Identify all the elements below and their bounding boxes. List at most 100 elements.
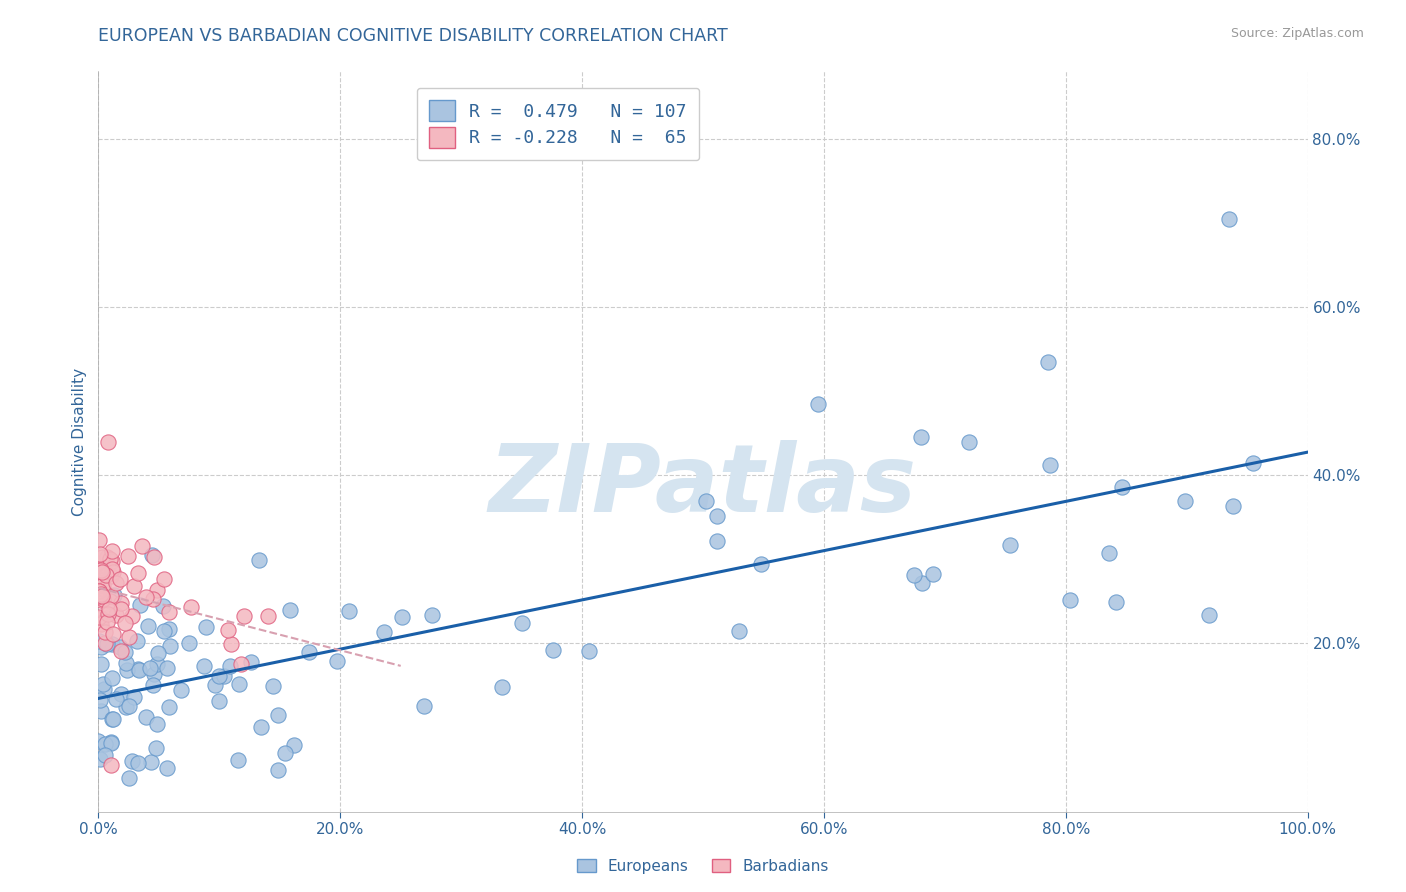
Point bbox=[87, 533, 110, 548]
Point bbox=[298, 645, 321, 659]
Point bbox=[110, 596, 132, 610]
Point bbox=[101, 712, 124, 726]
Point bbox=[87, 609, 110, 624]
Point bbox=[233, 609, 256, 624]
Point bbox=[998, 538, 1021, 552]
Point bbox=[180, 600, 202, 615]
Point bbox=[420, 607, 443, 622]
Point bbox=[121, 608, 143, 623]
Point bbox=[96, 550, 118, 565]
Point bbox=[510, 615, 533, 630]
Point bbox=[142, 592, 165, 607]
Point bbox=[177, 636, 200, 650]
Point bbox=[91, 578, 114, 592]
Point bbox=[93, 681, 115, 696]
Point bbox=[127, 634, 149, 648]
Point bbox=[136, 619, 159, 633]
Point bbox=[195, 620, 218, 634]
Point bbox=[249, 552, 271, 566]
Point bbox=[105, 608, 128, 623]
Point bbox=[218, 658, 240, 673]
Point bbox=[87, 564, 110, 578]
Point bbox=[1111, 480, 1133, 494]
Point bbox=[90, 611, 112, 625]
Point bbox=[118, 631, 141, 645]
Text: ZIPatlas: ZIPatlas bbox=[489, 440, 917, 532]
Point bbox=[121, 755, 143, 769]
Point bbox=[326, 654, 349, 668]
Point bbox=[208, 668, 231, 682]
Point bbox=[135, 590, 157, 604]
Point bbox=[157, 605, 180, 619]
Point bbox=[262, 680, 284, 694]
Point bbox=[706, 534, 728, 549]
Point bbox=[413, 699, 436, 714]
Point bbox=[228, 677, 250, 691]
Point bbox=[118, 698, 141, 713]
Point bbox=[256, 608, 278, 623]
Point bbox=[127, 756, 149, 770]
Point bbox=[911, 576, 934, 591]
Point bbox=[101, 562, 124, 576]
Point bbox=[101, 672, 124, 686]
Point bbox=[957, 434, 980, 449]
Legend: Europeans, Barbadians: Europeans, Barbadians bbox=[571, 853, 835, 880]
Point bbox=[94, 737, 117, 751]
Point bbox=[128, 663, 150, 677]
Point bbox=[87, 584, 110, 599]
Point bbox=[578, 644, 600, 658]
Point bbox=[135, 710, 157, 724]
Point bbox=[217, 623, 239, 637]
Point bbox=[249, 720, 271, 734]
Point bbox=[98, 552, 121, 566]
Point bbox=[706, 508, 728, 523]
Point bbox=[142, 550, 165, 565]
Point bbox=[110, 602, 132, 616]
Point bbox=[89, 693, 111, 707]
Point bbox=[89, 584, 111, 599]
Text: EUROPEAN VS BARBADIAN COGNITIVE DISABILITY CORRELATION CHART: EUROPEAN VS BARBADIAN COGNITIVE DISABILI… bbox=[98, 27, 728, 45]
Point bbox=[274, 747, 297, 761]
Point bbox=[90, 640, 112, 655]
Point bbox=[110, 687, 132, 701]
Point bbox=[141, 548, 163, 562]
Point bbox=[90, 587, 112, 601]
Point bbox=[100, 569, 122, 583]
Point bbox=[541, 642, 564, 657]
Text: Source: ZipAtlas.com: Source: ZipAtlas.com bbox=[1230, 27, 1364, 40]
Point bbox=[94, 636, 117, 650]
Point bbox=[156, 761, 179, 775]
Point bbox=[145, 741, 167, 756]
Point bbox=[903, 568, 925, 582]
Point bbox=[100, 736, 122, 750]
Point bbox=[110, 644, 132, 658]
Point bbox=[117, 549, 139, 563]
Point bbox=[108, 640, 131, 655]
Point bbox=[94, 747, 117, 762]
Point bbox=[131, 540, 153, 554]
Point bbox=[91, 589, 114, 603]
Point bbox=[146, 657, 169, 671]
Point bbox=[922, 566, 945, 581]
Point bbox=[491, 680, 513, 694]
Point bbox=[214, 669, 236, 683]
Point bbox=[128, 599, 150, 613]
Point bbox=[101, 554, 124, 568]
Point bbox=[122, 690, 145, 704]
Point bbox=[89, 547, 111, 561]
Point bbox=[91, 591, 114, 606]
Point bbox=[127, 566, 149, 580]
Point bbox=[101, 565, 124, 579]
Point bbox=[98, 593, 121, 607]
Point bbox=[97, 601, 120, 615]
Point bbox=[101, 637, 124, 651]
Point bbox=[728, 624, 751, 639]
Point bbox=[96, 637, 118, 651]
Point bbox=[115, 656, 138, 670]
Point bbox=[267, 763, 290, 777]
Point bbox=[146, 717, 169, 731]
Point bbox=[122, 579, 145, 593]
Point bbox=[1098, 546, 1121, 560]
Point bbox=[90, 565, 112, 579]
Point bbox=[1222, 499, 1244, 513]
